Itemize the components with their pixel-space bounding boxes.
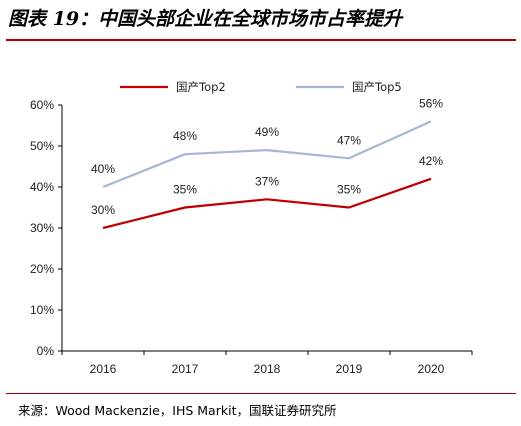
y-tick-label: 20% [30,262,54,276]
y-tick-label: 30% [30,221,54,235]
line-chart: 0% 10% 20% 30% 40% 50% 60% 2016 2017 2018 2019 2020… [30,80,473,376]
x-tick-label: 2020 [418,362,445,376]
y-tick-label: 0% [37,344,55,358]
data-label: 49% [255,125,279,139]
x-tick-label: 2019 [336,362,363,376]
data-label: 56% [419,96,443,110]
legend-label: 国产Top5 [352,80,402,94]
series-line-2 [102,120,432,189]
x-tick-label: 2016 [90,362,117,376]
data-label: 35% [173,183,197,197]
data-label: 35% [337,183,361,197]
source-note: 来源：Wood Mackenzie，IHS Markit，国联证券研究所 [18,403,337,418]
footer-divider [6,393,516,394]
data-label: 48% [173,129,197,143]
data-label: 37% [255,174,279,188]
data-label: 42% [419,154,443,168]
y-tick-label: 40% [30,180,54,194]
y-tick-label: 10% [30,303,54,317]
series-line-1 [102,177,432,230]
data-label: 30% [91,203,115,217]
data-label: 47% [337,133,361,147]
data-label: 40% [91,162,115,176]
y-tick-label: 50% [30,139,54,153]
chart-title: 图表 19：中国头部企业在全球市场市占率提升 [8,8,403,30]
legend-label: 国产Top2 [176,80,226,94]
y-tick-label: 60% [30,98,54,112]
x-tick-label: 2018 [254,362,281,376]
x-tick-label: 2017 [172,362,199,376]
title-divider [6,39,516,41]
